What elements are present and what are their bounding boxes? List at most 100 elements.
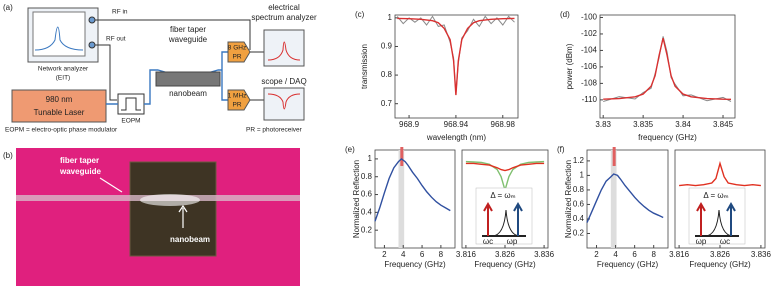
x-tick-label: 6: [632, 250, 637, 259]
panel-label: (d): [560, 10, 570, 19]
y-axis-title: Normalized Reflection: [564, 160, 573, 238]
glow: [140, 194, 200, 206]
cable: [250, 51, 264, 101]
y-tick-label: -110: [582, 95, 598, 104]
y-tick-label: 0.8: [361, 172, 373, 181]
x-tick-label: 3.84: [675, 120, 691, 129]
inset-resonance: [491, 209, 521, 237]
x-tick-label: 3.83: [595, 120, 611, 129]
y-tick-label: 1: [388, 13, 393, 22]
screen-trace: [267, 41, 301, 61]
photo-label: fiber taper: [60, 156, 99, 165]
analyzer-label: Network analyzer: [38, 66, 89, 73]
eopm: [117, 93, 145, 115]
taper-label: fiber taper: [170, 25, 206, 34]
y-tick-label: -104: [581, 46, 598, 55]
x-tick-label: 3.816: [456, 250, 477, 259]
x-tick-label: 3.845: [713, 120, 734, 129]
x-tick-label: 968.9: [399, 120, 420, 129]
inset-arrow: [513, 201, 523, 236]
highlight-band: [610, 150, 617, 248]
x-axis-title: Frequency (GHz): [689, 260, 751, 269]
esa-label: electrical: [268, 3, 300, 12]
x-axis-title: frequency (GHz): [638, 133, 697, 142]
y-tick-label: 0.8: [573, 185, 585, 194]
rf-cable: [95, 19, 251, 101]
y-tick-label: 0.6: [361, 190, 373, 199]
plot-frame: [586, 149, 669, 249]
x-tick-label: 6: [420, 250, 425, 259]
y-tick-label: -102: [581, 29, 598, 38]
panel-label: (a): [3, 3, 13, 12]
panel-label: (b): [3, 151, 13, 160]
laser: [11, 89, 107, 123]
photoreceiver: [227, 41, 251, 63]
eopm-label: EOPM: [121, 118, 140, 125]
data-line: [586, 173, 664, 223]
pointer: [99, 177, 123, 193]
data-line: [374, 157, 451, 222]
y-tick-label: 0.8: [381, 70, 393, 79]
eopm-symbol: [121, 97, 141, 111]
y-tick-label: 1.2: [573, 156, 585, 165]
inset-arrow: [696, 201, 706, 236]
y-axis-title: transmission: [360, 44, 369, 89]
pr-label: 8 GHz: [228, 45, 246, 52]
y-axis-title: power (dBm): [565, 43, 574, 89]
nanobeam-chip: [155, 71, 221, 87]
setup-diagram: (a) RF in RF out Network analyzer (EIT) …: [3, 3, 317, 134]
y-tick-label: 0.6: [573, 200, 585, 209]
y-tick-label: 0.4: [361, 207, 373, 216]
y-tick-label: 0.9: [381, 42, 393, 51]
x-axis-title: Frequency (GHz): [384, 260, 446, 269]
nanobeam-label: nanobeam: [169, 89, 207, 98]
data-line: [465, 162, 545, 172]
eopm-legend: EOPM = electro-optic phase modulator: [5, 127, 118, 134]
x-tick-label: 968.94: [444, 120, 469, 129]
x-tick-label: 3.826: [710, 250, 731, 259]
highlight-band: [398, 150, 405, 248]
x-tick-label: 3.836: [751, 250, 771, 259]
inset: [688, 187, 746, 245]
y-tick-label: 0.2: [361, 225, 373, 234]
x-tick-label: 968.98: [491, 120, 516, 129]
scope: [263, 87, 305, 121]
laser-label: 980 nm: [46, 95, 73, 104]
pr-label: 1 MHz: [228, 93, 247, 100]
inset-label: ωp: [507, 237, 518, 246]
pointer: [178, 204, 188, 228]
port: [88, 41, 96, 49]
photo-label: nanobeam: [170, 235, 210, 244]
inset-label: Δ = ωₘ: [490, 191, 515, 200]
panel-label: (f): [557, 145, 565, 154]
y-tick-label: 0.2: [573, 229, 585, 238]
x-axis-title: wavelength (nm): [426, 133, 486, 142]
pr-legend: PR = photoreceiver: [246, 127, 303, 134]
y-tick-label: 0.7: [381, 99, 393, 108]
panel-label: (c): [355, 10, 365, 19]
x-axis-title: Frequency (GHz): [597, 260, 659, 269]
inset-label: ωc: [720, 237, 730, 246]
x-tick-label: 2: [594, 250, 599, 259]
plot-frame: [374, 149, 456, 249]
y-tick-label: 1: [580, 171, 585, 180]
pr-label: PR: [232, 54, 241, 61]
x-tick-label: 3.816: [669, 250, 690, 259]
port: [88, 16, 96, 24]
y-tick-label: -100: [581, 13, 598, 22]
panel-label: (e): [345, 145, 355, 154]
rf-in-label: RF in: [112, 9, 128, 16]
spectrum-analyzer: [263, 29, 305, 67]
chip: [129, 161, 217, 257]
y-axis-title: Normalized Reflection: [352, 160, 361, 238]
x-tick-label: 2: [382, 250, 387, 259]
photo-label: waveguide: [59, 167, 101, 176]
photoreceiver: [227, 89, 251, 111]
y-tick-label: 1: [368, 154, 373, 163]
x-tick-label: 3.835: [633, 120, 654, 129]
plot-frame: [394, 14, 519, 119]
pr-label: PR: [232, 102, 241, 109]
laser-label: Tunable Laser: [34, 108, 85, 117]
data-line: [397, 17, 515, 96]
